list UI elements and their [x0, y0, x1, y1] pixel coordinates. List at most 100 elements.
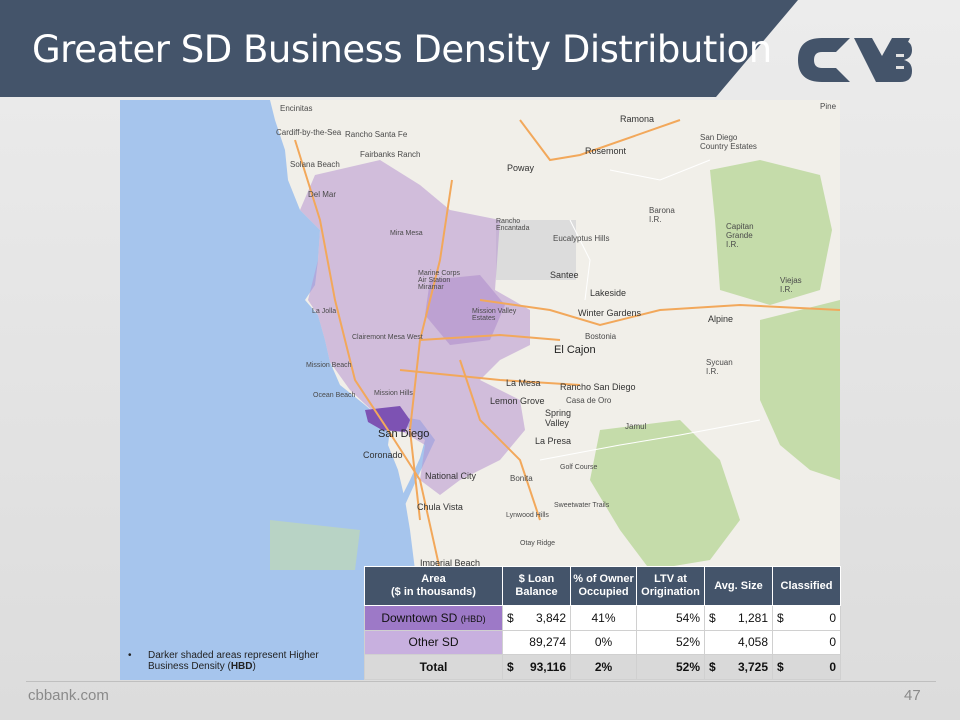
note-hbd: HBD [230, 661, 253, 672]
place-label: San Diego Country Estates [700, 133, 757, 151]
map-graphic [120, 100, 840, 570]
loan-value: 3,842 [535, 610, 566, 625]
place-label: Ocean Beach [313, 392, 356, 399]
avg-cell: $3,725 [704, 654, 773, 680]
place-label: Coronado [363, 450, 403, 460]
place-label: National City [425, 471, 477, 481]
place-label: Jamul [625, 422, 647, 431]
table-row: Other SD 89,274 0% 52% 4,058 0 [364, 629, 841, 656]
header-area: Area ($ in thousands) [364, 566, 503, 606]
place-label: La Mesa [506, 378, 541, 388]
place-label: Eucalyptus Hills [553, 234, 610, 243]
avg-value: 3,725 [737, 660, 768, 675]
place-label: La Presa [535, 436, 572, 446]
currency: $ [709, 660, 716, 675]
loan-cell: $93,116 [502, 654, 571, 680]
header-owner-occupied: % of Owner Occupied [570, 566, 637, 606]
place-label: Winter Gardens [578, 308, 642, 318]
place-label: Pine [820, 102, 837, 111]
place-label: Rosemont [585, 146, 627, 156]
place-label: Rancho Santa Fe [345, 130, 408, 139]
place-label: Golf Course [560, 464, 598, 471]
header-classified: Classified [772, 566, 841, 606]
place-label: Bonita [510, 474, 533, 483]
total-label: Total [364, 654, 503, 680]
table-header-row: Area ($ in thousands) $ Loan Balance % o… [364, 566, 841, 606]
page-title: Greater SD Business Density Distribution [32, 28, 772, 71]
place-label: Mission Beach [306, 362, 352, 369]
note-text: Darker shaded areas represent Higher Bus… [148, 650, 319, 672]
table-row: Downtown SD (HBD) $3,842 41% 54% $1,281 … [364, 605, 841, 631]
ltv-cell: 54% [636, 605, 705, 631]
place-label: Encinitas [280, 104, 313, 113]
place-label: Lynwood Hills [506, 512, 549, 519]
place-label: Lakeside [590, 288, 627, 298]
place-label: Alpine [708, 314, 734, 324]
place-label: Casa de Oro [566, 396, 612, 405]
currency: $ [709, 610, 716, 625]
currency: $ [777, 610, 784, 625]
loan-cell: 89,274 [502, 629, 571, 656]
place-label: Rancho San Diego [560, 382, 636, 392]
cvb-logo [798, 38, 912, 82]
bullet: • [128, 650, 132, 661]
avg-value: 1,281 [737, 610, 768, 625]
area-name: Other SD [408, 635, 459, 650]
loan-value: 89,274 [529, 635, 566, 650]
place-label: Chula Vista [417, 502, 463, 512]
avg-cell: 4,058 [704, 629, 773, 656]
owner-cell: 2% [570, 654, 637, 680]
header-loan-balance: $ Loan Balance [502, 566, 571, 606]
place-label: Mission Hills [374, 390, 413, 397]
loan-value: 93,116 [529, 660, 566, 675]
classified-value: 0 [829, 660, 836, 675]
classified-value: 0 [829, 635, 836, 650]
currency: $ [507, 610, 514, 625]
classified-cell: $0 [772, 654, 841, 680]
map-ocean-strip [120, 570, 364, 680]
place-label: Mission Valley Estates [472, 308, 517, 322]
place-label: Imperial Beach [420, 558, 481, 568]
classified-cell: $0 [772, 605, 841, 631]
place-label: Clairemont Mesa West [352, 334, 423, 341]
business-density-map: Encinitas Cardiff-by-the-Sea Rancho Sant… [120, 100, 840, 570]
place-label: Spring Valley [545, 408, 572, 428]
place-label: El Cajon [554, 344, 596, 356]
loan-summary-table: Area ($ in thousands) $ Loan Balance % o… [364, 566, 841, 680]
place-label: La Jolla [312, 308, 337, 315]
note-text-end: ) [252, 661, 256, 672]
place-label: Marine Corps Air Station Miramar [418, 270, 461, 291]
place-label: Poway [507, 163, 535, 173]
page-number: 47 [904, 687, 921, 704]
owner-cell: 0% [570, 629, 637, 656]
place-label: Ramona [620, 114, 655, 124]
place-label: Cardiff-by-the-Sea [276, 128, 342, 137]
header-avg-size: Avg. Size [704, 566, 773, 606]
place-label: Bostonia [585, 332, 617, 341]
table-total-row: Total $93,116 2% 52% $3,725 $0 [364, 654, 841, 680]
area-cell: Downtown SD (HBD) [364, 605, 503, 631]
place-label: Solana Beach [290, 160, 340, 169]
avg-value: 4,058 [737, 635, 768, 650]
place-label: Sweetwater Trails [554, 502, 610, 509]
avg-cell: $1,281 [704, 605, 773, 631]
place-label: Otay Ridge [520, 540, 556, 547]
ltv-cell: 52% [636, 654, 705, 680]
currency: $ [777, 660, 784, 675]
title-banner [0, 0, 798, 97]
place-label: San Diego [378, 428, 430, 440]
ltv-cell: 52% [636, 629, 705, 656]
place-label: Mira Mesa [390, 230, 423, 237]
area-suffix: (HBD) [460, 613, 486, 624]
place-label: Viejas I.R. [780, 276, 802, 294]
place-label: Barona I.R. [649, 206, 675, 224]
classified-cell: 0 [772, 629, 841, 656]
currency: $ [507, 660, 514, 675]
place-label: Lemon Grove [490, 396, 545, 406]
area-cell: Other SD [364, 629, 503, 656]
footer-divider [26, 681, 936, 682]
footer-website: cbbank.com [28, 687, 109, 704]
place-label: Del Mar [308, 190, 337, 199]
place-label: Santee [550, 270, 579, 280]
place-label: Sycuan I.R. [706, 358, 733, 376]
